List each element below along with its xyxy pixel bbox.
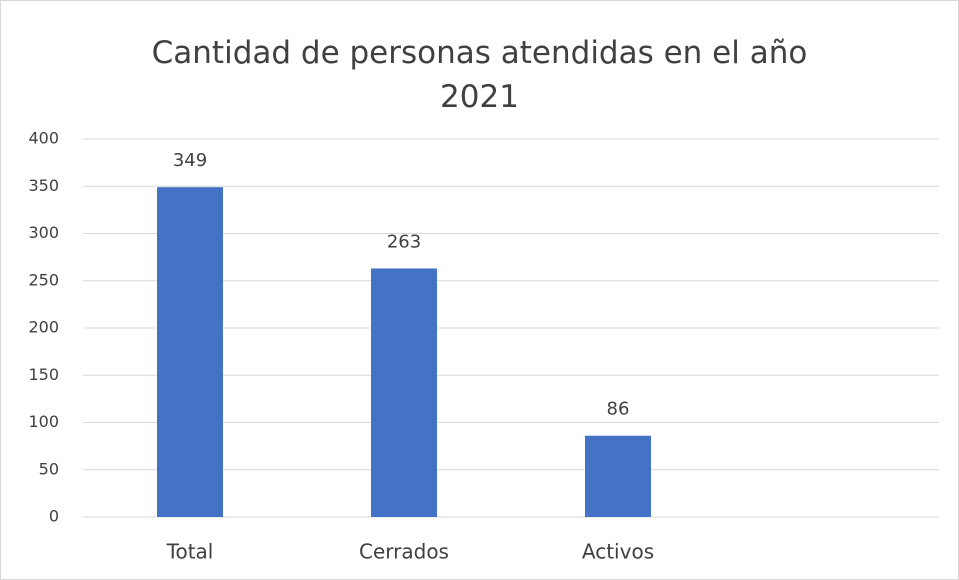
bar bbox=[157, 187, 223, 517]
y-tick-label: 0 bbox=[49, 507, 59, 526]
bar bbox=[371, 268, 437, 517]
chart-title: Cantidad de personas atendidas en el año… bbox=[151, 35, 808, 115]
x-tick-label: Total bbox=[166, 540, 214, 564]
y-tick-label: 300 bbox=[28, 223, 59, 242]
bar bbox=[585, 435, 651, 517]
y-tick-label: 100 bbox=[28, 412, 59, 431]
data-label: 263 bbox=[387, 231, 421, 252]
y-tick-label: 350 bbox=[28, 176, 59, 195]
y-tick-label: 50 bbox=[39, 459, 59, 478]
y-tick-label: 250 bbox=[28, 270, 59, 289]
y-tick-label: 200 bbox=[28, 318, 59, 337]
y-tick-label: 400 bbox=[28, 129, 59, 148]
data-label: 349 bbox=[173, 150, 207, 171]
x-tick-label: Cerrados bbox=[359, 540, 449, 564]
y-tick-label: 150 bbox=[28, 365, 59, 384]
x-tick-label: Activos bbox=[582, 540, 654, 564]
data-label: 86 bbox=[607, 399, 630, 420]
